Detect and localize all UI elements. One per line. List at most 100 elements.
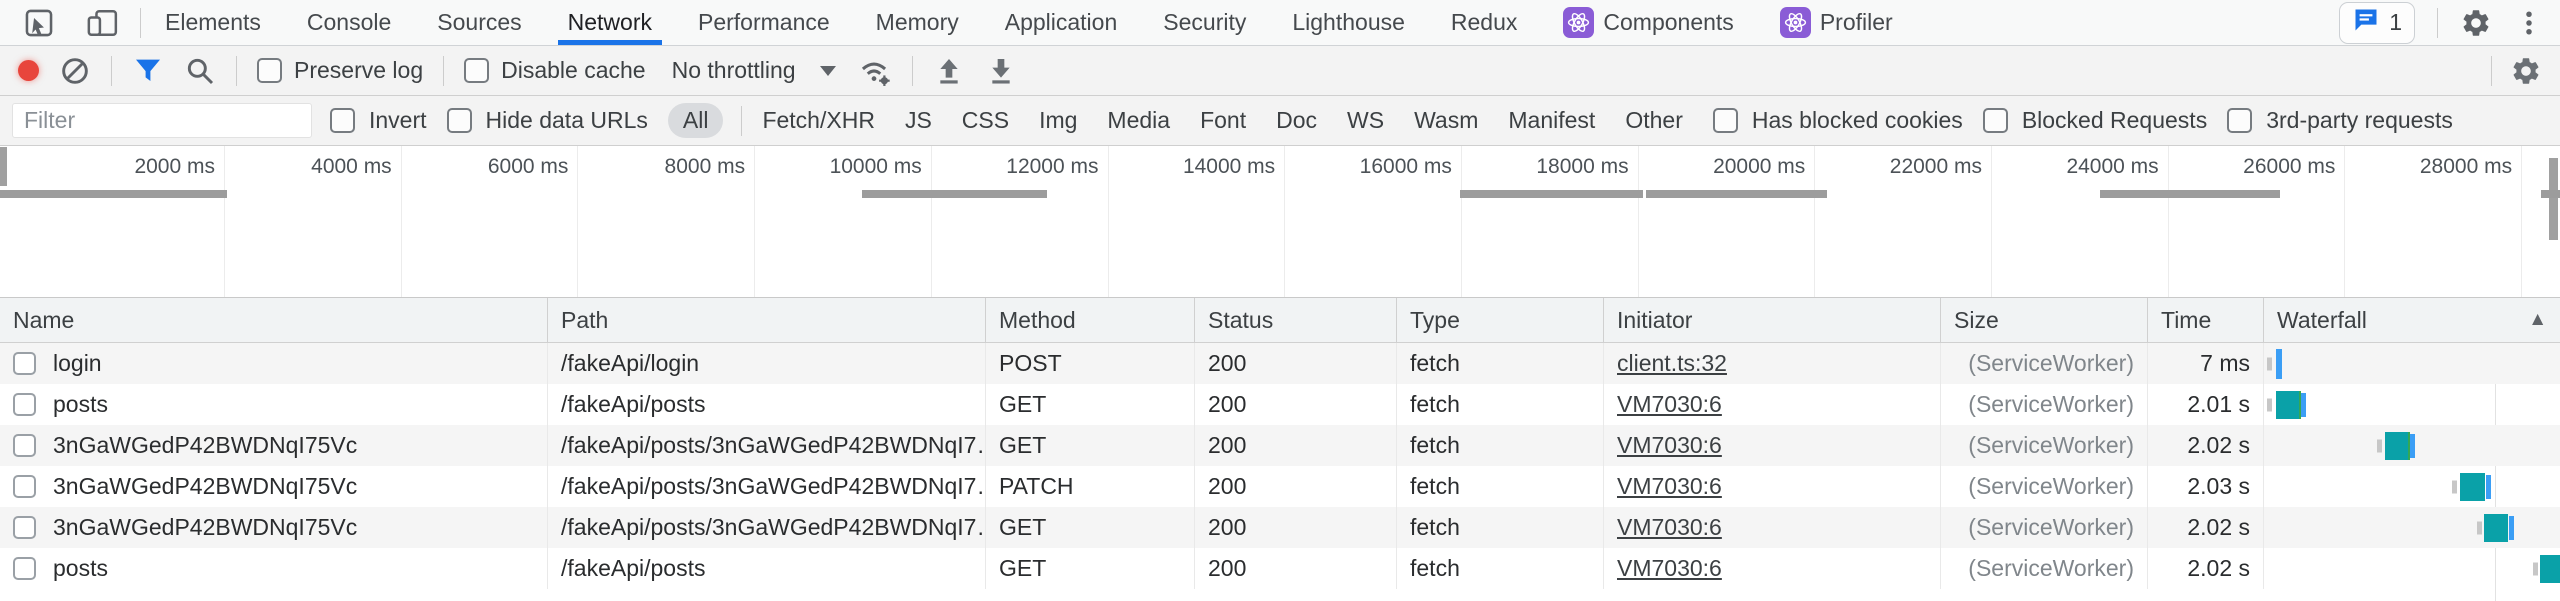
filter-type-js[interactable]: JS <box>904 107 932 133</box>
device-toolbar-icon[interactable] <box>84 6 120 40</box>
tab-security[interactable]: Security <box>1163 0 1246 45</box>
clear-network-log-icon[interactable] <box>59 55 91 87</box>
row-checkbox[interactable] <box>13 393 36 416</box>
settings-gear-icon[interactable] <box>2460 7 2492 39</box>
filter-type-css[interactable]: CSS <box>961 107 1010 133</box>
row-checkbox[interactable] <box>13 557 36 580</box>
row-checkbox[interactable] <box>13 516 36 539</box>
cell-type: fetch <box>1396 466 1603 507</box>
initiator-link[interactable]: VM7030:6 <box>1617 473 1722 499</box>
disable-cache-label: Disable cache <box>501 57 646 83</box>
waterfall-bar-green <box>2408 431 2410 460</box>
cell-time: 2.01 s <box>2147 384 2263 425</box>
throttling-dropdown[interactable]: No throttling <box>672 57 836 84</box>
request-name: login <box>53 350 102 376</box>
overview-right-handle[interactable] <box>2549 158 2558 240</box>
invert-toggle[interactable]: Invert <box>330 103 429 138</box>
row-checkbox[interactable] <box>13 475 36 498</box>
preserve-log-label: Preserve log <box>294 57 424 83</box>
row-checkbox[interactable] <box>13 352 36 375</box>
request-row-3nGaWGedP42BWDNqI75Vc[interactable]: 3nGaWGedP42BWDNqI75Vc/fakeApi/posts/3nGa… <box>0 425 2560 466</box>
chevron-down-icon <box>819 65 836 76</box>
column-header-size[interactable]: Size <box>1940 298 2147 342</box>
column-header-path[interactable]: Path <box>547 298 985 342</box>
more-options-icon[interactable] <box>2514 8 2544 38</box>
column-header-initiator[interactable]: Initiator <box>1603 298 1940 342</box>
network-filter-bar: Invert Hide data URLs All Fetch/XHR JS CSS… <box>0 96 2560 146</box>
filter-type-img[interactable]: Img <box>1039 107 1078 133</box>
request-row-posts[interactable]: posts/fakeApi/posts GET 200 fetch VM7030:6 (S… <box>0 548 2560 589</box>
column-header-waterfall[interactable]: Waterfall ▲ <box>2263 298 2560 342</box>
third-party-requests-toggle[interactable]: 3rd-party requests <box>2227 103 2455 138</box>
request-row-3nGaWGedP42BWDNqI75Vc[interactable]: 3nGaWGedP42BWDNqI75Vc/fakeApi/posts/3nGa… <box>0 507 2560 548</box>
request-row-posts[interactable]: posts/fakeApi/posts GET 200 fetch VM7030:6 (S… <box>0 384 2560 425</box>
tab-network[interactable]: Network <box>557 0 663 45</box>
filter-type-ws[interactable]: WS <box>1347 107 1385 133</box>
tab-memory[interactable]: Memory <box>876 0 959 45</box>
column-header-method[interactable]: Method <box>985 298 1194 342</box>
cell-status: 200 <box>1194 548 1396 589</box>
initiator-link[interactable]: VM7030:6 <box>1617 555 1722 581</box>
tab-redux[interactable]: Redux <box>1451 0 1517 45</box>
initiator-link[interactable]: VM7030:6 <box>1617 391 1722 417</box>
tab-label: Sources <box>437 9 522 35</box>
filter-type-doc[interactable]: Doc <box>1276 107 1318 133</box>
invert-checkbox[interactable] <box>330 108 355 133</box>
tab-console[interactable]: Console <box>307 0 391 45</box>
column-header-type[interactable]: Type <box>1396 298 1603 342</box>
blocked-requests-toggle[interactable]: Blocked Requests <box>1982 103 2209 138</box>
tab-lighthouse[interactable]: Lighthouse <box>1292 0 1405 45</box>
tab-application[interactable]: Application <box>1005 0 1118 45</box>
initiator-link[interactable]: client.ts:32 <box>1617 350 1727 376</box>
row-checkbox[interactable] <box>13 434 36 457</box>
cell-type: fetch <box>1396 343 1603 384</box>
search-icon[interactable] <box>184 55 216 87</box>
filter-input[interactable] <box>12 103 312 138</box>
has-blocked-cookies-checkbox[interactable] <box>1712 108 1738 133</box>
cell-type: fetch <box>1396 548 1603 589</box>
disable-cache-toggle[interactable]: Disable cache <box>464 57 646 84</box>
initiator-link[interactable]: VM7030:6 <box>1617 514 1722 540</box>
filter-type-wasm[interactable]: Wasm <box>1414 107 1479 133</box>
inspect-element-icon[interactable] <box>22 6 56 40</box>
filter-type-all[interactable]: All <box>667 103 724 138</box>
export-har-icon[interactable] <box>985 55 1017 87</box>
timeline-gridline <box>1991 146 1992 297</box>
filter-type-fetch-xhr[interactable]: Fetch/XHR <box>762 107 875 133</box>
filter-type-other[interactable]: Other <box>1625 107 1683 133</box>
tab-elements[interactable]: Elements <box>165 0 261 45</box>
has-blocked-cookies-toggle[interactable]: Has blocked cookies <box>1712 103 1965 138</box>
cell-waterfall <box>2263 507 2560 548</box>
request-row-3nGaWGedP42BWDNqI75Vc[interactable]: 3nGaWGedP42BWDNqI75Vc/fakeApi/posts/3nGa… <box>0 466 2560 507</box>
preserve-log-checkbox[interactable] <box>257 58 282 83</box>
timeline-tick-label: 20000 ms <box>1713 155 1806 178</box>
tab-profiler[interactable]: Profiler <box>1779 0 1893 45</box>
hide-data-urls-toggle[interactable]: Hide data URLs <box>446 103 650 138</box>
cell-name: 3nGaWGedP42BWDNqI75Vc <box>0 425 547 466</box>
filter-type-media[interactable]: Media <box>1107 107 1171 133</box>
console-messages-badge[interactable]: 1 <box>2339 1 2415 44</box>
import-har-icon[interactable] <box>933 55 965 87</box>
hide-data-urls-checkbox[interactable] <box>446 108 472 133</box>
filter-funnel-icon[interactable] <box>132 55 164 87</box>
overview-left-handle[interactable] <box>0 147 7 186</box>
column-header-name[interactable]: Name <box>0 298 547 342</box>
record-network-log-button[interactable] <box>18 60 39 81</box>
filter-type-manifest[interactable]: Manifest <box>1508 107 1596 133</box>
tab-components[interactable]: Components <box>1563 0 1734 45</box>
filter-type-font[interactable]: Font <box>1200 107 1247 133</box>
disable-cache-checkbox[interactable] <box>464 58 490 83</box>
tab-label: Network <box>567 9 652 35</box>
network-settings-gear-icon[interactable] <box>2510 55 2542 87</box>
network-conditions-icon[interactable] <box>856 54 892 88</box>
tab-performance[interactable]: Performance <box>698 0 830 45</box>
request-row-login[interactable]: login/fakeApi/login POST 200 fetch client.ts… <box>0 343 2560 384</box>
column-header-status[interactable]: Status <box>1194 298 1396 342</box>
initiator-link[interactable]: VM7030:6 <box>1617 432 1722 458</box>
preserve-log-toggle[interactable]: Preserve log <box>257 57 423 84</box>
column-header-time[interactable]: Time <box>2147 298 2263 342</box>
blocked-requests-checkbox[interactable] <box>1982 108 2008 133</box>
third-party-requests-checkbox[interactable] <box>2227 108 2253 133</box>
network-overview-timeline[interactable]: 2000 ms 4000 ms 6000 ms 8000 ms 10000 ms 1200… <box>0 146 2560 298</box>
tab-sources[interactable]: Sources <box>437 0 521 45</box>
